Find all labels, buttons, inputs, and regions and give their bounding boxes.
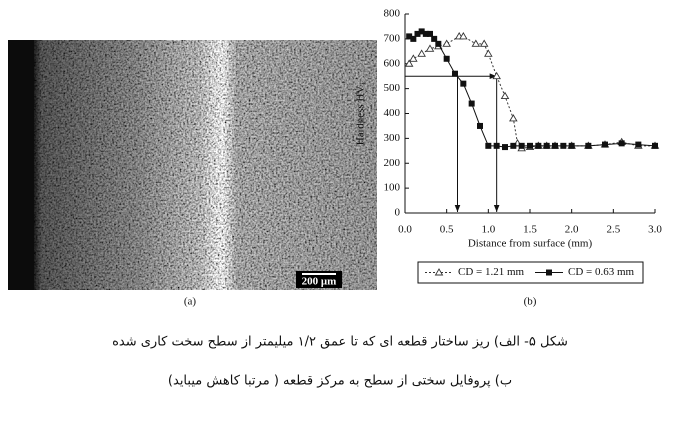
marker (460, 80, 467, 87)
marker (546, 269, 552, 276)
y-tick-label: 200 (384, 157, 401, 169)
caption: شکل ۵- الف) ریز ساختار قطعه ای که تا عمق… (112, 335, 568, 350)
y-tick-label: 0 (395, 207, 401, 219)
legend-box (417, 261, 644, 284)
y-tick-label: 400 (384, 107, 401, 119)
marker (602, 141, 608, 148)
marker (479, 39, 489, 47)
x-tick-label: 2.0 (565, 224, 579, 236)
marker (509, 114, 518, 122)
marker (477, 122, 483, 129)
x-tick-label: 2.5 (606, 224, 620, 236)
marker (568, 142, 575, 149)
legend: CD = 1.21 mm CD = 0.63 mm (417, 261, 644, 284)
marker (492, 71, 501, 80)
marker (527, 142, 533, 149)
marker (552, 142, 558, 149)
marker (618, 140, 625, 147)
legend-label: CD = 0.63 mm (568, 266, 635, 278)
marker (442, 39, 451, 47)
marker (652, 142, 658, 149)
marker (406, 33, 413, 40)
marker (427, 30, 433, 37)
y-tick-label: 700 (384, 32, 401, 44)
series-line (408, 30, 656, 148)
marker (484, 49, 493, 57)
marker (585, 142, 592, 149)
marker (635, 141, 642, 148)
caption: ب) پروفایل سختی از سطح به مرکز قطعه ( مر… (168, 374, 512, 389)
marker (422, 30, 429, 37)
marker (434, 268, 444, 276)
marker (485, 142, 492, 149)
marker (404, 59, 414, 67)
scale-bar: 200 μm (302, 276, 337, 288)
marker (414, 30, 421, 37)
marker (443, 55, 450, 62)
marker (493, 142, 500, 149)
y-tick-label: 600 (384, 57, 401, 69)
panel-label: (a) (184, 296, 197, 308)
y-tick-label: 300 (384, 132, 401, 144)
marker (560, 142, 567, 149)
marker (535, 142, 542, 149)
x-tick-label: 1.5 (523, 224, 537, 236)
marker (410, 35, 417, 42)
x-axis-label: Distance from surface (mm) (468, 238, 593, 250)
y-axis-label: Hardness HV₁ (355, 82, 367, 146)
y-tick-label: 100 (384, 182, 401, 194)
x-tick-label: 0.0 (398, 224, 412, 236)
micrograph: 200 μm (8, 40, 377, 290)
marker (502, 144, 508, 151)
marker (452, 70, 458, 77)
marker (425, 44, 435, 52)
marker (471, 39, 481, 47)
legend-label: CD = 1.21 mm (458, 266, 525, 278)
series-line (408, 35, 655, 149)
x-tick-label: 0.5 (440, 224, 454, 236)
marker (500, 91, 510, 100)
marker (417, 49, 426, 57)
marker (435, 40, 442, 47)
marker (409, 54, 418, 62)
y-tick-label: 500 (384, 82, 401, 94)
x-tick-label: 3.0 (648, 224, 662, 236)
marker (459, 31, 468, 40)
marker (431, 35, 438, 42)
marker (543, 142, 550, 149)
chart: 0 100 200 300 400 500 600 700 800 0.0 0.5 1.0 1.5 2.0… (355, 8, 662, 284)
marker (510, 142, 517, 149)
marker (468, 100, 475, 107)
x-tick-label: 1.0 (481, 224, 495, 236)
panel-label: (b) (524, 296, 537, 308)
marker (518, 142, 525, 149)
y-tick-label: 800 (384, 8, 401, 20)
marker (418, 28, 425, 35)
